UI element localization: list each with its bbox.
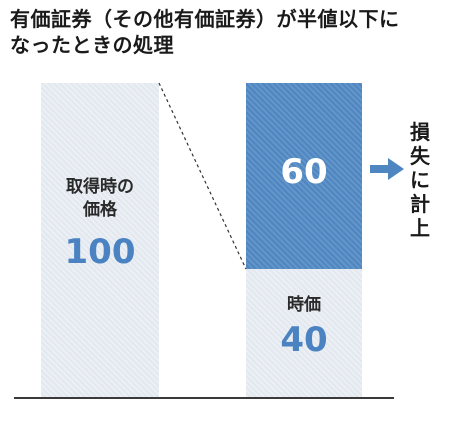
loss-note-char-5: 上 [410, 216, 430, 240]
loss-note-char-1: 損 [410, 120, 430, 144]
loss-bar [246, 83, 362, 269]
loss-note-char-4: 計 [410, 192, 430, 216]
loss-recorded-note: 損 失 に 計 上 [408, 120, 432, 240]
acquisition-label-line-1: 取得時の [66, 177, 134, 197]
market-value-label: 時価 [287, 295, 321, 315]
diagram-title: 有価証券（その他有価証券）が半値以下に なったときの処理 [10, 6, 446, 58]
loss-value: 60 [280, 152, 328, 192]
acquisition-label-line-2: 価格 [83, 200, 117, 220]
title-line-1: 有価証券（その他有価証券）が半値以下に [10, 7, 400, 31]
baseline [14, 397, 394, 399]
loss-note-char-2: 失 [410, 144, 430, 168]
title-line-2: なったときの処理 [10, 33, 174, 57]
acquisition-price-value: 100 [64, 232, 136, 272]
loss-note-char-3: に [410, 168, 430, 192]
acquisition-price-label: 取得時の 価格 [41, 176, 159, 222]
acquisition-price-bar [41, 83, 159, 397]
right-arrow-icon [370, 158, 404, 180]
market-value-value: 40 [280, 320, 328, 360]
market-value-bar [246, 269, 362, 397]
